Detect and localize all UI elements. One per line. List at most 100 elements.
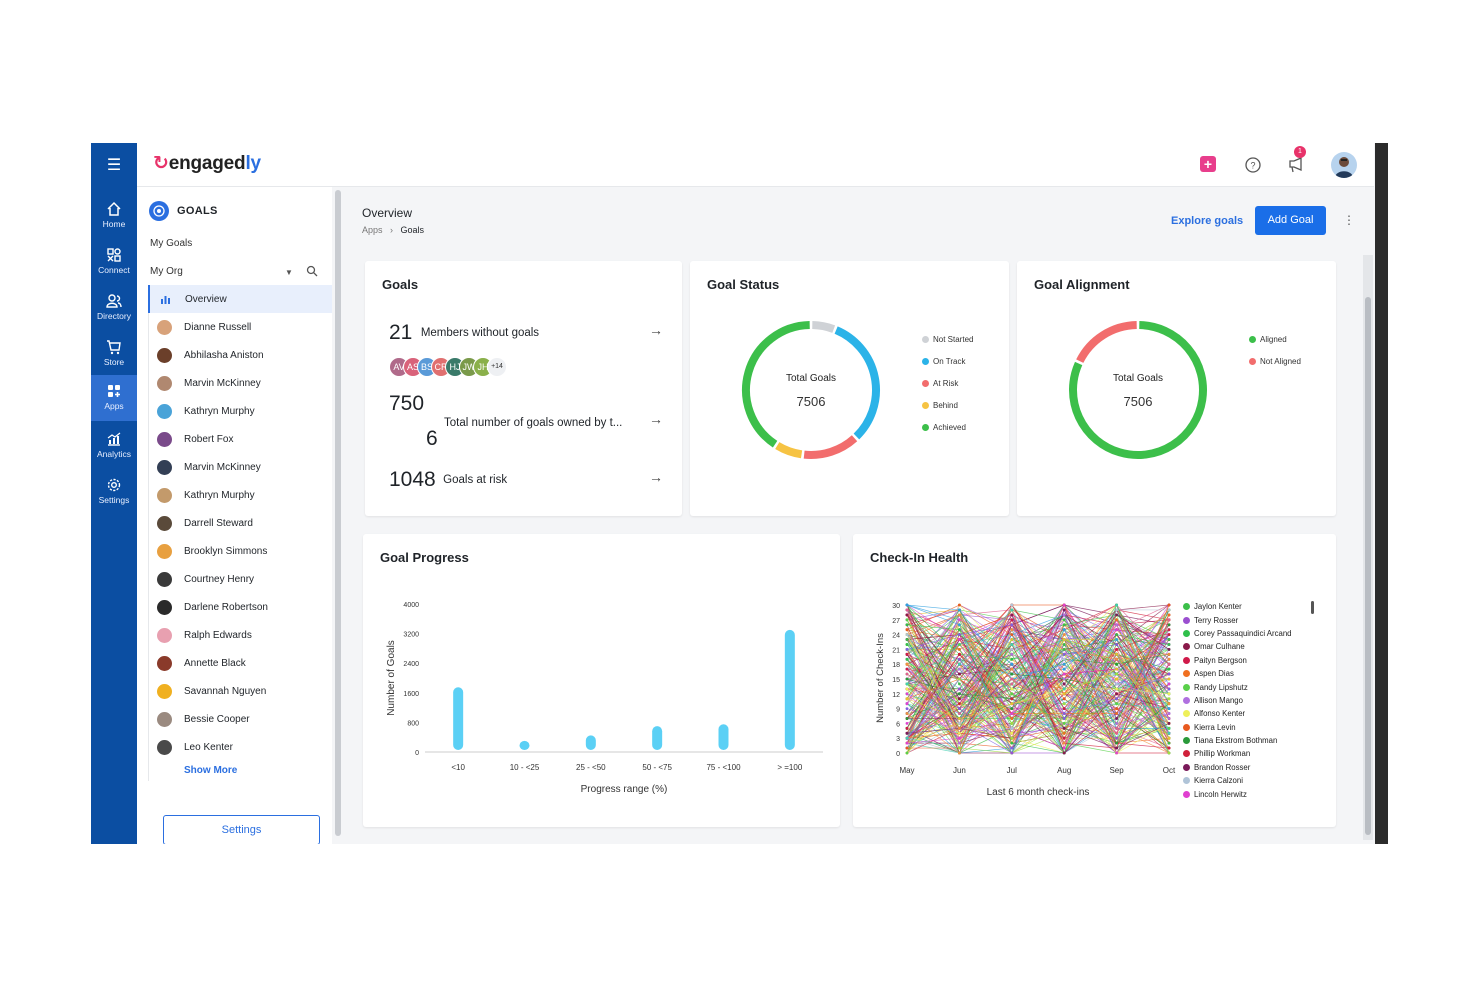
checkin-point[interactable]: [1115, 746, 1118, 750]
checkin-point[interactable]: [1167, 603, 1171, 607]
checkin-series-line[interactable]: [906, 658, 1170, 744]
my-org-link[interactable]: My Org: [150, 266, 183, 277]
checkin-point[interactable]: [1115, 707, 1118, 710]
sidebar-member-row[interactable]: Kathryn Murphy: [149, 397, 332, 425]
checkin-point[interactable]: [1062, 652, 1066, 656]
checkin-point[interactable]: [1167, 618, 1171, 622]
sidebar-member-row[interactable]: Dianne Russell: [149, 313, 332, 341]
progress-bar[interactable]: [585, 735, 596, 750]
checkin-point[interactable]: [1167, 722, 1171, 725]
checkin-point[interactable]: [958, 692, 961, 696]
checkin-point[interactable]: [905, 731, 909, 735]
checkin-point[interactable]: [905, 667, 909, 671]
checkin-point[interactable]: [1115, 667, 1118, 671]
checkin-point[interactable]: [958, 682, 961, 686]
checkin-point[interactable]: [1062, 746, 1066, 750]
nav-store[interactable]: Store: [91, 331, 137, 377]
checkin-point[interactable]: [1062, 677, 1066, 681]
checkin-series-line[interactable]: [906, 619, 1170, 744]
sidebar-member-row[interactable]: Leo Kenter: [149, 733, 332, 761]
checkin-point[interactable]: [1062, 638, 1066, 641]
sidebar-member-row[interactable]: Brooklyn Simmons: [149, 537, 332, 565]
checkin-point[interactable]: [1115, 712, 1118, 715]
help-icon[interactable]: ?: [1243, 155, 1263, 175]
checkin-point[interactable]: [1167, 702, 1171, 706]
checkin-point[interactable]: [1062, 633, 1066, 636]
checkin-point[interactable]: [905, 628, 909, 632]
checkin-point[interactable]: [1010, 687, 1014, 691]
checkin-point[interactable]: [1115, 628, 1118, 632]
sidebar-member-row[interactable]: Abhilasha Aniston: [149, 341, 332, 369]
checkin-point[interactable]: [1010, 613, 1014, 617]
checkin-point[interactable]: [1115, 638, 1118, 641]
checkin-point[interactable]: [1010, 746, 1014, 750]
sidebar-member-row[interactable]: Marvin McKinney: [149, 453, 332, 481]
checkin-point[interactable]: [1010, 717, 1014, 720]
checkin-point[interactable]: [1167, 687, 1171, 691]
checkin-point[interactable]: [1010, 712, 1014, 715]
checkin-point[interactable]: [905, 657, 909, 661]
checkin-point[interactable]: [905, 697, 909, 701]
sidebar-member-row[interactable]: Courtney Henry: [149, 565, 332, 593]
sidebar-member-row[interactable]: Kathryn Murphy: [149, 481, 332, 509]
checkin-series-line[interactable]: [906, 609, 1170, 705]
checkin-series-line[interactable]: [906, 614, 1170, 725]
settings-button[interactable]: Settings: [163, 815, 320, 844]
checkin-point[interactable]: [905, 633, 909, 636]
nav-directory[interactable]: Directory: [91, 285, 137, 331]
goal-alignment-donut[interactable]: [1065, 317, 1211, 463]
checkin-series-line[interactable]: [906, 604, 1170, 754]
checkin-point[interactable]: [1010, 726, 1014, 730]
goal-status-donut[interactable]: [738, 317, 884, 463]
checkin-point[interactable]: [1167, 682, 1171, 686]
goals-at-risk-metric[interactable]: 1048 Goals at risk: [389, 468, 508, 491]
checkin-point[interactable]: [1010, 702, 1014, 706]
checkin-point[interactable]: [905, 712, 909, 715]
checkin-point[interactable]: [1115, 608, 1118, 612]
nav-settings[interactable]: Settings: [91, 469, 137, 515]
user-avatar[interactable]: [1331, 152, 1357, 178]
checkin-point[interactable]: [905, 717, 909, 720]
checkin-point[interactable]: [1062, 657, 1066, 661]
checkin-point[interactable]: [1010, 677, 1014, 681]
checkin-point[interactable]: [1010, 638, 1014, 641]
checkin-point[interactable]: [1115, 687, 1118, 691]
legend-item[interactable]: Jaylon Kenter: [1183, 600, 1292, 613]
legend-scrollbar[interactable]: [1311, 601, 1314, 614]
checkin-series-line[interactable]: [906, 619, 1170, 734]
checkin-point[interactable]: [1062, 608, 1066, 612]
checkin-point[interactable]: [1010, 628, 1014, 632]
legend-item[interactable]: Not Aligned: [1249, 350, 1301, 372]
progress-bar[interactable]: [718, 724, 729, 750]
checkin-point[interactable]: [1010, 618, 1014, 622]
checkin-point[interactable]: [958, 662, 961, 666]
checkin-point[interactable]: [1062, 697, 1066, 701]
nav-connect[interactable]: Connect: [91, 239, 137, 285]
checkin-point[interactable]: [1062, 672, 1066, 676]
sidebar-member-row[interactable]: Savannah Nguyen: [149, 677, 332, 705]
checkin-point[interactable]: [1062, 618, 1066, 622]
checkin-series-line[interactable]: [906, 668, 1170, 739]
sidebar-member-row[interactable]: Robert Fox: [149, 425, 332, 453]
nav-apps[interactable]: Apps: [91, 375, 137, 421]
checkin-series-line[interactable]: [906, 624, 1170, 714]
checkin-point[interactable]: [905, 662, 909, 666]
checkin-point[interactable]: [958, 648, 961, 651]
breadcrumb-apps[interactable]: Apps: [362, 225, 383, 235]
checkin-series-line[interactable]: [906, 644, 1170, 749]
checkin-point[interactable]: [1167, 613, 1171, 617]
checkin-point[interactable]: [1115, 736, 1118, 740]
checkin-point[interactable]: [1010, 662, 1014, 666]
checkin-point[interactable]: [1062, 662, 1066, 666]
checkin-series-line[interactable]: [906, 604, 1170, 725]
legend-item[interactable]: Lincoln Herwitz: [1183, 787, 1292, 800]
checkin-point[interactable]: [1010, 731, 1014, 735]
checkin-point[interactable]: [905, 638, 909, 641]
checkin-point[interactable]: [1167, 741, 1171, 745]
checkin-point[interactable]: [1062, 707, 1066, 710]
checkin-point[interactable]: [1062, 702, 1066, 706]
checkin-point[interactable]: [1115, 717, 1118, 720]
checkin-point[interactable]: [1115, 613, 1118, 617]
checkin-point[interactable]: [1167, 712, 1171, 715]
checkin-point[interactable]: [1010, 672, 1014, 676]
